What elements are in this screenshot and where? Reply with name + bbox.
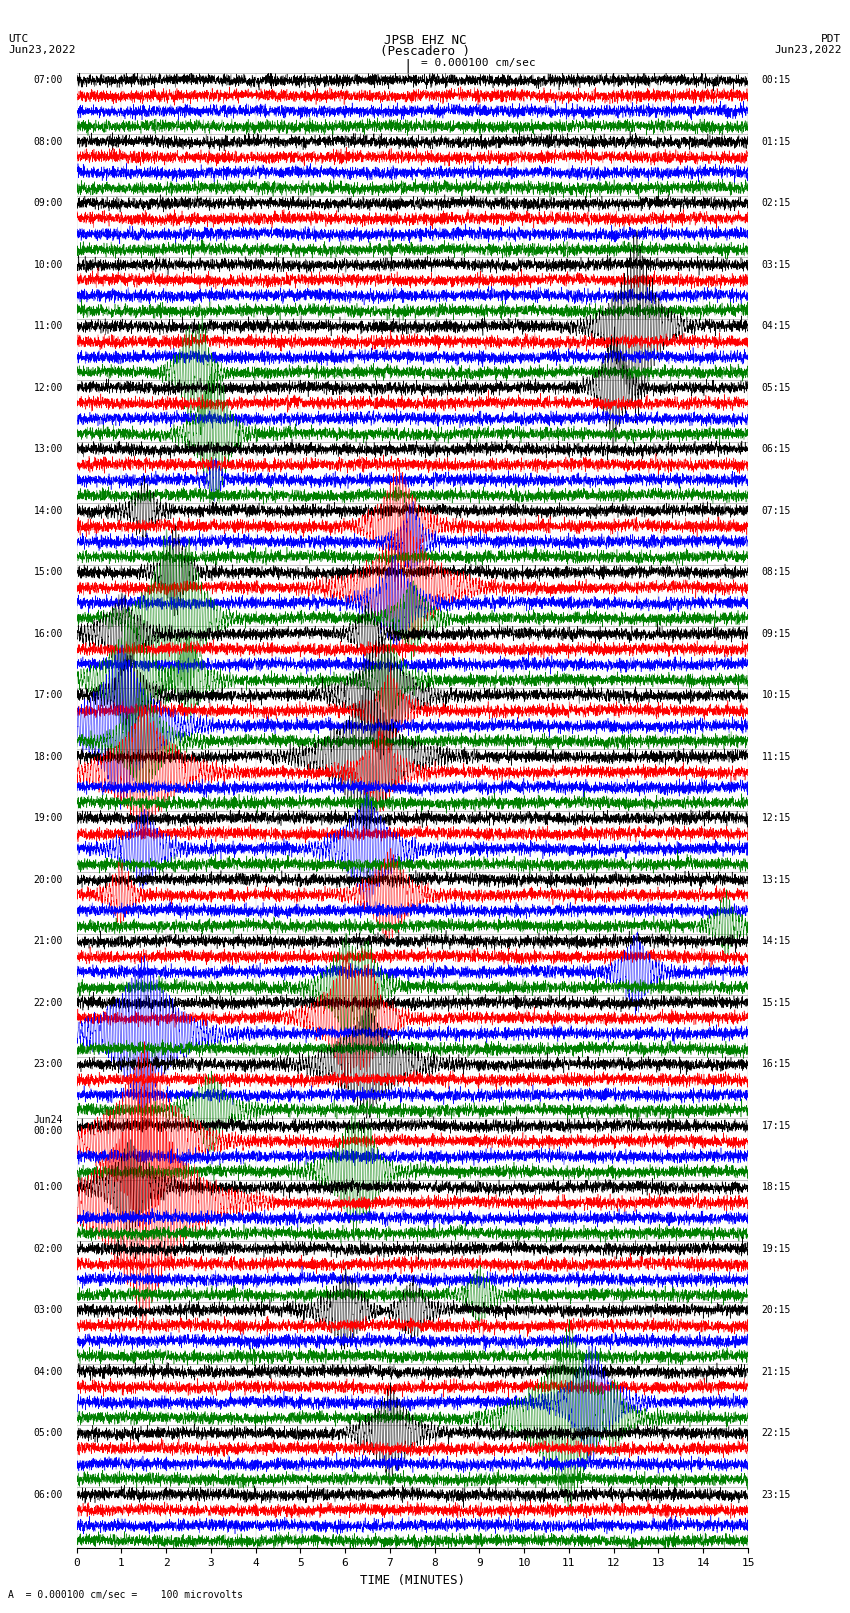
Text: 12:00: 12:00 xyxy=(34,382,63,392)
Text: 05:00: 05:00 xyxy=(34,1428,63,1439)
Text: Jun24
00:00: Jun24 00:00 xyxy=(34,1115,63,1137)
Text: 05:15: 05:15 xyxy=(762,382,790,392)
Text: 20:00: 20:00 xyxy=(34,874,63,884)
Text: PDT: PDT xyxy=(821,34,842,44)
Text: 19:00: 19:00 xyxy=(34,813,63,823)
Text: 18:15: 18:15 xyxy=(762,1182,790,1192)
Text: 02:00: 02:00 xyxy=(34,1244,63,1253)
Text: 21:00: 21:00 xyxy=(34,936,63,947)
Text: 01:15: 01:15 xyxy=(762,137,790,147)
X-axis label: TIME (MINUTES): TIME (MINUTES) xyxy=(360,1574,465,1587)
Text: 06:00: 06:00 xyxy=(34,1490,63,1500)
Text: 19:15: 19:15 xyxy=(762,1244,790,1253)
Text: 04:00: 04:00 xyxy=(34,1366,63,1376)
Text: 03:15: 03:15 xyxy=(762,260,790,269)
Text: 08:15: 08:15 xyxy=(762,568,790,577)
Text: 03:00: 03:00 xyxy=(34,1305,63,1315)
Text: 13:15: 13:15 xyxy=(762,874,790,884)
Text: 10:15: 10:15 xyxy=(762,690,790,700)
Text: UTC: UTC xyxy=(8,34,29,44)
Text: 14:00: 14:00 xyxy=(34,506,63,516)
Text: Jun23,2022: Jun23,2022 xyxy=(774,45,842,55)
Text: = 0.000100 cm/sec: = 0.000100 cm/sec xyxy=(421,58,536,68)
Text: 12:15: 12:15 xyxy=(762,813,790,823)
Text: 11:00: 11:00 xyxy=(34,321,63,331)
Text: 01:00: 01:00 xyxy=(34,1182,63,1192)
Text: A  = 0.000100 cm/sec =    100 microvolts: A = 0.000100 cm/sec = 100 microvolts xyxy=(8,1590,243,1600)
Text: 23:00: 23:00 xyxy=(34,1060,63,1069)
Text: 22:00: 22:00 xyxy=(34,998,63,1008)
Text: 00:15: 00:15 xyxy=(762,76,790,85)
Text: 15:15: 15:15 xyxy=(762,998,790,1008)
Text: 17:15: 17:15 xyxy=(762,1121,790,1131)
Text: 22:15: 22:15 xyxy=(762,1428,790,1439)
Text: 20:15: 20:15 xyxy=(762,1305,790,1315)
Text: 17:00: 17:00 xyxy=(34,690,63,700)
Text: 09:00: 09:00 xyxy=(34,198,63,208)
Text: 04:15: 04:15 xyxy=(762,321,790,331)
Text: Jun23,2022: Jun23,2022 xyxy=(8,45,76,55)
Text: JPSB EHZ NC: JPSB EHZ NC xyxy=(383,34,467,47)
Text: |: | xyxy=(404,58,412,73)
Text: 23:15: 23:15 xyxy=(762,1490,790,1500)
Text: (Pescadero ): (Pescadero ) xyxy=(380,45,470,58)
Text: 13:00: 13:00 xyxy=(34,444,63,455)
Text: 11:15: 11:15 xyxy=(762,752,790,761)
Text: 10:00: 10:00 xyxy=(34,260,63,269)
Text: 16:00: 16:00 xyxy=(34,629,63,639)
Text: 06:15: 06:15 xyxy=(762,444,790,455)
Text: 07:15: 07:15 xyxy=(762,506,790,516)
Text: 16:15: 16:15 xyxy=(762,1060,790,1069)
Text: 18:00: 18:00 xyxy=(34,752,63,761)
Text: 07:00: 07:00 xyxy=(34,76,63,85)
Text: 09:15: 09:15 xyxy=(762,629,790,639)
Text: 02:15: 02:15 xyxy=(762,198,790,208)
Text: 15:00: 15:00 xyxy=(34,568,63,577)
Text: 21:15: 21:15 xyxy=(762,1366,790,1376)
Text: 08:00: 08:00 xyxy=(34,137,63,147)
Text: 14:15: 14:15 xyxy=(762,936,790,947)
